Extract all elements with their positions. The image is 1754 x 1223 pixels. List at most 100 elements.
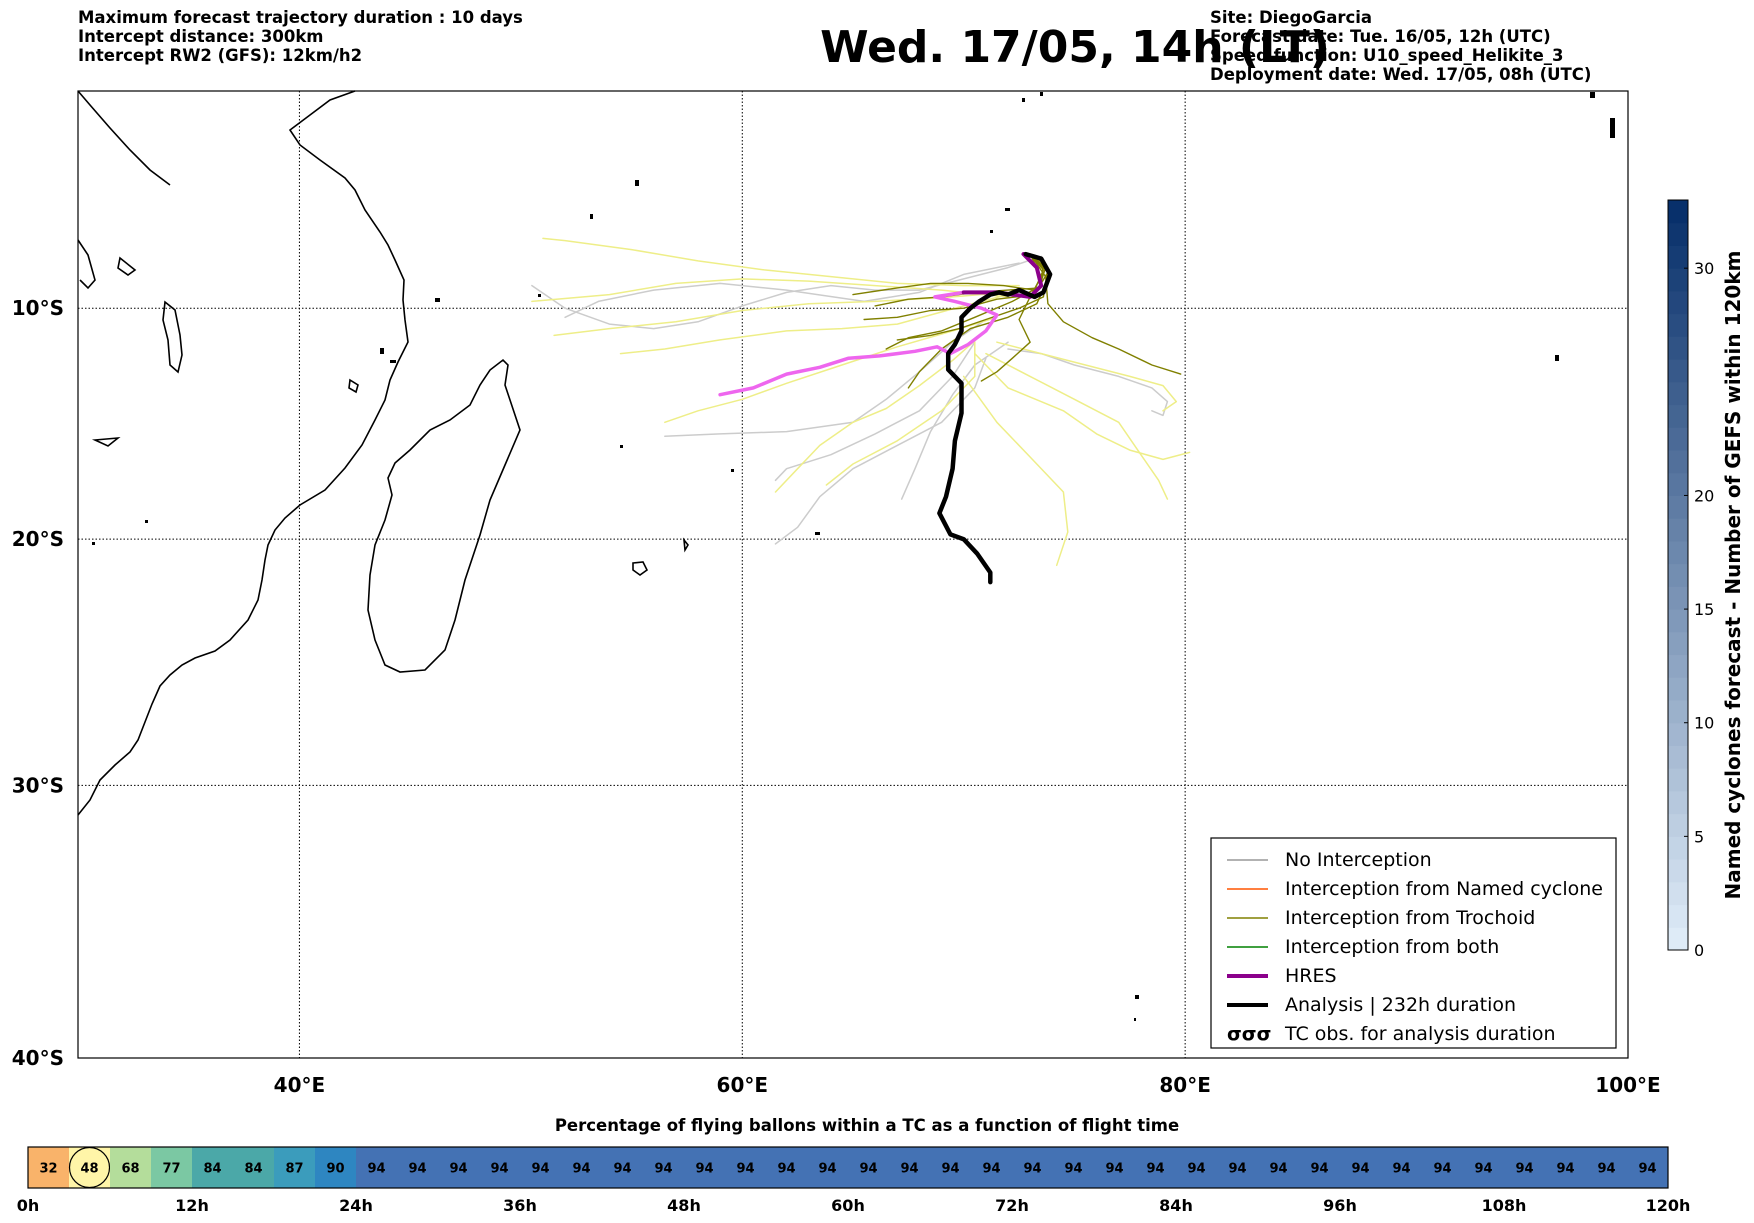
gefs-track [974,352,1191,461]
timeline-cell [1258,1147,1300,1188]
timeline-cell [766,1147,808,1188]
timeline-cell [1504,1147,1546,1188]
timeline-value: 94 [1474,1162,1492,1177]
africa-lake [117,256,137,276]
colorbar-tick-label: 20 [1694,486,1714,505]
timeline-cell [479,1147,521,1188]
timeline-cell [1545,1147,1587,1188]
mozambique-channel-coast [77,239,96,290]
colorbar: 0 5 10 15 20 30 Named cyclones forecast - Num… [1667,199,1745,960]
timeline-value: 94 [1228,1162,1246,1177]
legend-label: Interception from Named cyclone [1285,878,1603,900]
timeline-value: 94 [1187,1162,1205,1177]
analysis-track [937,251,1053,585]
timeline-value: 94 [1556,1162,1574,1177]
timeline-cell [889,1147,931,1188]
y-axis-ticks: 10°S 20°S 30°S 40°S [12,296,64,1070]
flight-time-strip: 32 48 68 77 84 84 87 90 94 94 94 94 94 94 94 94 94 94 94 94… [17,1146,1691,1215]
grid [78,91,1628,1058]
colorbar-segment [1668,472,1688,496]
timeline-cell [192,1147,234,1188]
timeline-cell [315,1147,357,1188]
colorbar-segment [1668,813,1688,837]
colorbar-tick-label: 15 [1694,600,1714,619]
timeline-cell [1176,1147,1218,1188]
timeline-value: 94 [1146,1162,1164,1177]
colorbar-segment [1668,881,1688,906]
red-sea-coast [77,90,171,186]
timeline-value: 94 [613,1162,631,1177]
timeline-cell [520,1147,562,1188]
legend-label: Interception from both [1285,936,1499,958]
header-left: Maximum forecast trajectory duration : 1… [78,8,523,65]
timeline-tick-label: 72h [995,1196,1029,1215]
colorbar-tick-label: 10 [1694,714,1714,733]
timeline-cell [28,1147,70,1188]
timeline-value: 94 [818,1162,836,1177]
colorbar-tick-label: 30 [1694,259,1714,278]
africa-lake [91,436,121,447]
timeline-value: 94 [1105,1162,1123,1177]
madagascar [367,358,521,673]
header-right: Site: DiegoGarcia Forecast date: Tue. 16… [1210,8,1591,84]
timeline-value: 94 [777,1162,795,1177]
timeline-cell [848,1147,890,1188]
header-left-line: Intercept RW2 (GFS): 12km/h2 [78,46,363,65]
x-tick-label: 40°E [274,1073,326,1097]
gefs-track [985,352,1169,500]
timeline-value: 84 [244,1162,262,1177]
timeline-cell [930,1147,972,1188]
colorbar-segment [1668,404,1688,428]
timeline-frame [27,1146,1669,1189]
tc-symbol-icon: σσσ [1227,1023,1271,1045]
timeline-cell [1586,1147,1628,1188]
timeline-cell [1340,1147,1382,1188]
timeline-cell [684,1147,726,1188]
header-right-line: Speed function: U10_speed_Helikite_3 [1210,46,1564,65]
timeline-tick-label: 120h [1646,1196,1691,1215]
colorbar-label: Named cyclones forecast - Number of GEFS… [1721,251,1745,900]
gefs-track [531,278,1009,303]
timeline-cell [233,1147,275,1188]
timeline-value: 94 [1597,1162,1615,1177]
x-axis-ticks: 40°E 60°E 80°E 100°E [274,1073,1661,1097]
colorbar-segment [1668,790,1688,815]
colorbar-segment [1668,677,1688,701]
legend-label: Interception from Trochoid [1285,907,1535,929]
colorbar-segment [1668,631,1688,656]
timeline-value: 68 [121,1162,139,1177]
timeline-cell [1053,1147,1095,1188]
colorbar-segment [1668,245,1688,269]
timeline-value: 94 [367,1162,385,1177]
colorbar-segment [1668,518,1688,542]
timeline-tick-label: 84h [1159,1196,1193,1215]
timeline-tick-label: 108h [1482,1196,1527,1215]
timeline-value: 84 [203,1162,221,1177]
timeline-tick-label: 0h [17,1196,40,1215]
colorbar-segment [1668,222,1688,246]
colorbar-segment [1668,268,1688,292]
timeline-cell [725,1147,767,1188]
legend-label: Analysis | 232h duration [1285,994,1516,1016]
timeline-tick-label: 96h [1323,1196,1357,1215]
y-tick-label: 40°S [12,1046,64,1070]
legend-label: HRES [1285,965,1337,987]
timeline-tick-label: 12h [175,1196,209,1215]
timeline-value: 94 [1310,1162,1328,1177]
timeline-cell [1381,1147,1423,1188]
coastline [77,90,689,816]
timeline-value: 94 [982,1162,1000,1177]
timeline-cell [1422,1147,1464,1188]
timeline-cell [1463,1147,1505,1188]
colorbar-frame [1667,199,1689,951]
timeline-cell [643,1147,685,1188]
colorbar-segment [1668,904,1688,928]
timeline-title: Percentage of flying ballons within a TC… [554,1116,1180,1135]
timeline-tick-label: 24h [339,1196,373,1215]
colorbar-segment [1668,540,1688,565]
timeline-value: 94 [1392,1162,1410,1177]
gefs-track [996,341,1178,412]
timeline-value: 48 [80,1162,98,1177]
colorbar-segment [1668,290,1688,315]
timeline-tick-label: 60h [831,1196,865,1215]
